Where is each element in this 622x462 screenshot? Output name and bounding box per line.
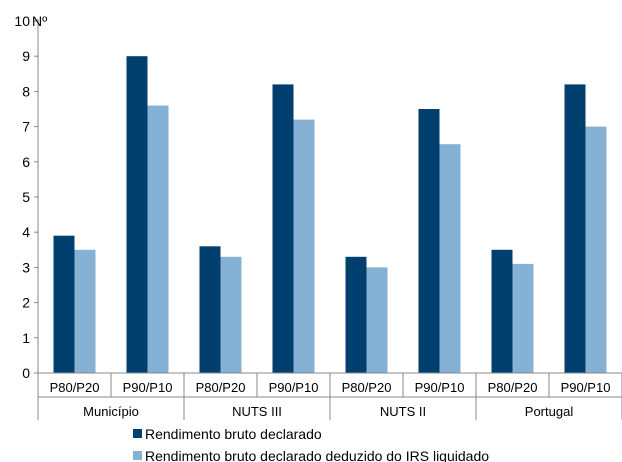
bar-series-1 [272, 84, 294, 374]
x-group-label: NUTS II [380, 404, 426, 419]
y-axis: 0 1 2 3 4 5 6 7 8 9 10 Nº [14, 13, 47, 381]
bar-series-2 [585, 126, 607, 373]
y-tick-label: 3 [22, 259, 30, 275]
x-category-label: P80/P20 [50, 380, 100, 395]
y-tick-label: 0 [22, 365, 30, 381]
bar-series-1 [345, 256, 367, 373]
y-tick-label: 1 [22, 330, 30, 346]
bar-series-1 [564, 84, 586, 374]
bar-series-1 [418, 109, 440, 373]
y-tick-label: 5 [22, 189, 30, 205]
bar-series-1 [53, 235, 75, 373]
x-axis: P80/P20 P90/P10 P80/P20 P90/P10 P80/P20 P90/P… [37, 372, 622, 420]
x-category-label: P90/P10 [269, 380, 319, 395]
y-tick-label: 4 [22, 224, 30, 240]
x-category-label: P90/P10 [415, 380, 465, 395]
bar-series-1 [199, 246, 221, 373]
y-tick-label: 7 [22, 119, 30, 135]
y-tick-label: 9 [22, 48, 30, 64]
x-category-label: P80/P20 [342, 380, 392, 395]
y-axis-label: Nº [32, 13, 47, 29]
bar-series-2 [512, 263, 534, 373]
x-group-label: Portugal [525, 404, 574, 419]
x-category-label: P80/P20 [196, 380, 246, 395]
bar-series-2 [293, 119, 315, 373]
y-tick-label: 6 [22, 154, 30, 170]
bar-series-1 [126, 56, 148, 373]
bar-series-2 [439, 144, 461, 373]
legend: Rendimento bruto declarado Rendimento bru… [133, 426, 489, 462]
x-group-label: NUTS III [232, 404, 282, 419]
y-tick-label: 2 [22, 295, 30, 311]
legend-swatch-2 [133, 451, 142, 460]
legend-label-1: Rendimento bruto declarado [145, 426, 322, 442]
x-category-label: P90/P10 [561, 380, 611, 395]
x-category-label: P80/P20 [488, 380, 538, 395]
legend-label-2: Rendimento bruto declarado deduzido do I… [145, 448, 489, 462]
x-group-label: Município [83, 404, 139, 419]
y-tick-label: 10 [14, 13, 30, 29]
bar-series-2 [74, 249, 96, 373]
legend-swatch-1 [133, 429, 142, 438]
bar-series-2 [366, 267, 388, 373]
bar-series-2 [147, 105, 169, 373]
y-tick-label: 8 [22, 83, 30, 99]
x-category-label: P90/P10 [123, 380, 173, 395]
bar-series-1 [491, 249, 513, 373]
bar-series-2 [220, 256, 242, 373]
bars [53, 56, 607, 374]
